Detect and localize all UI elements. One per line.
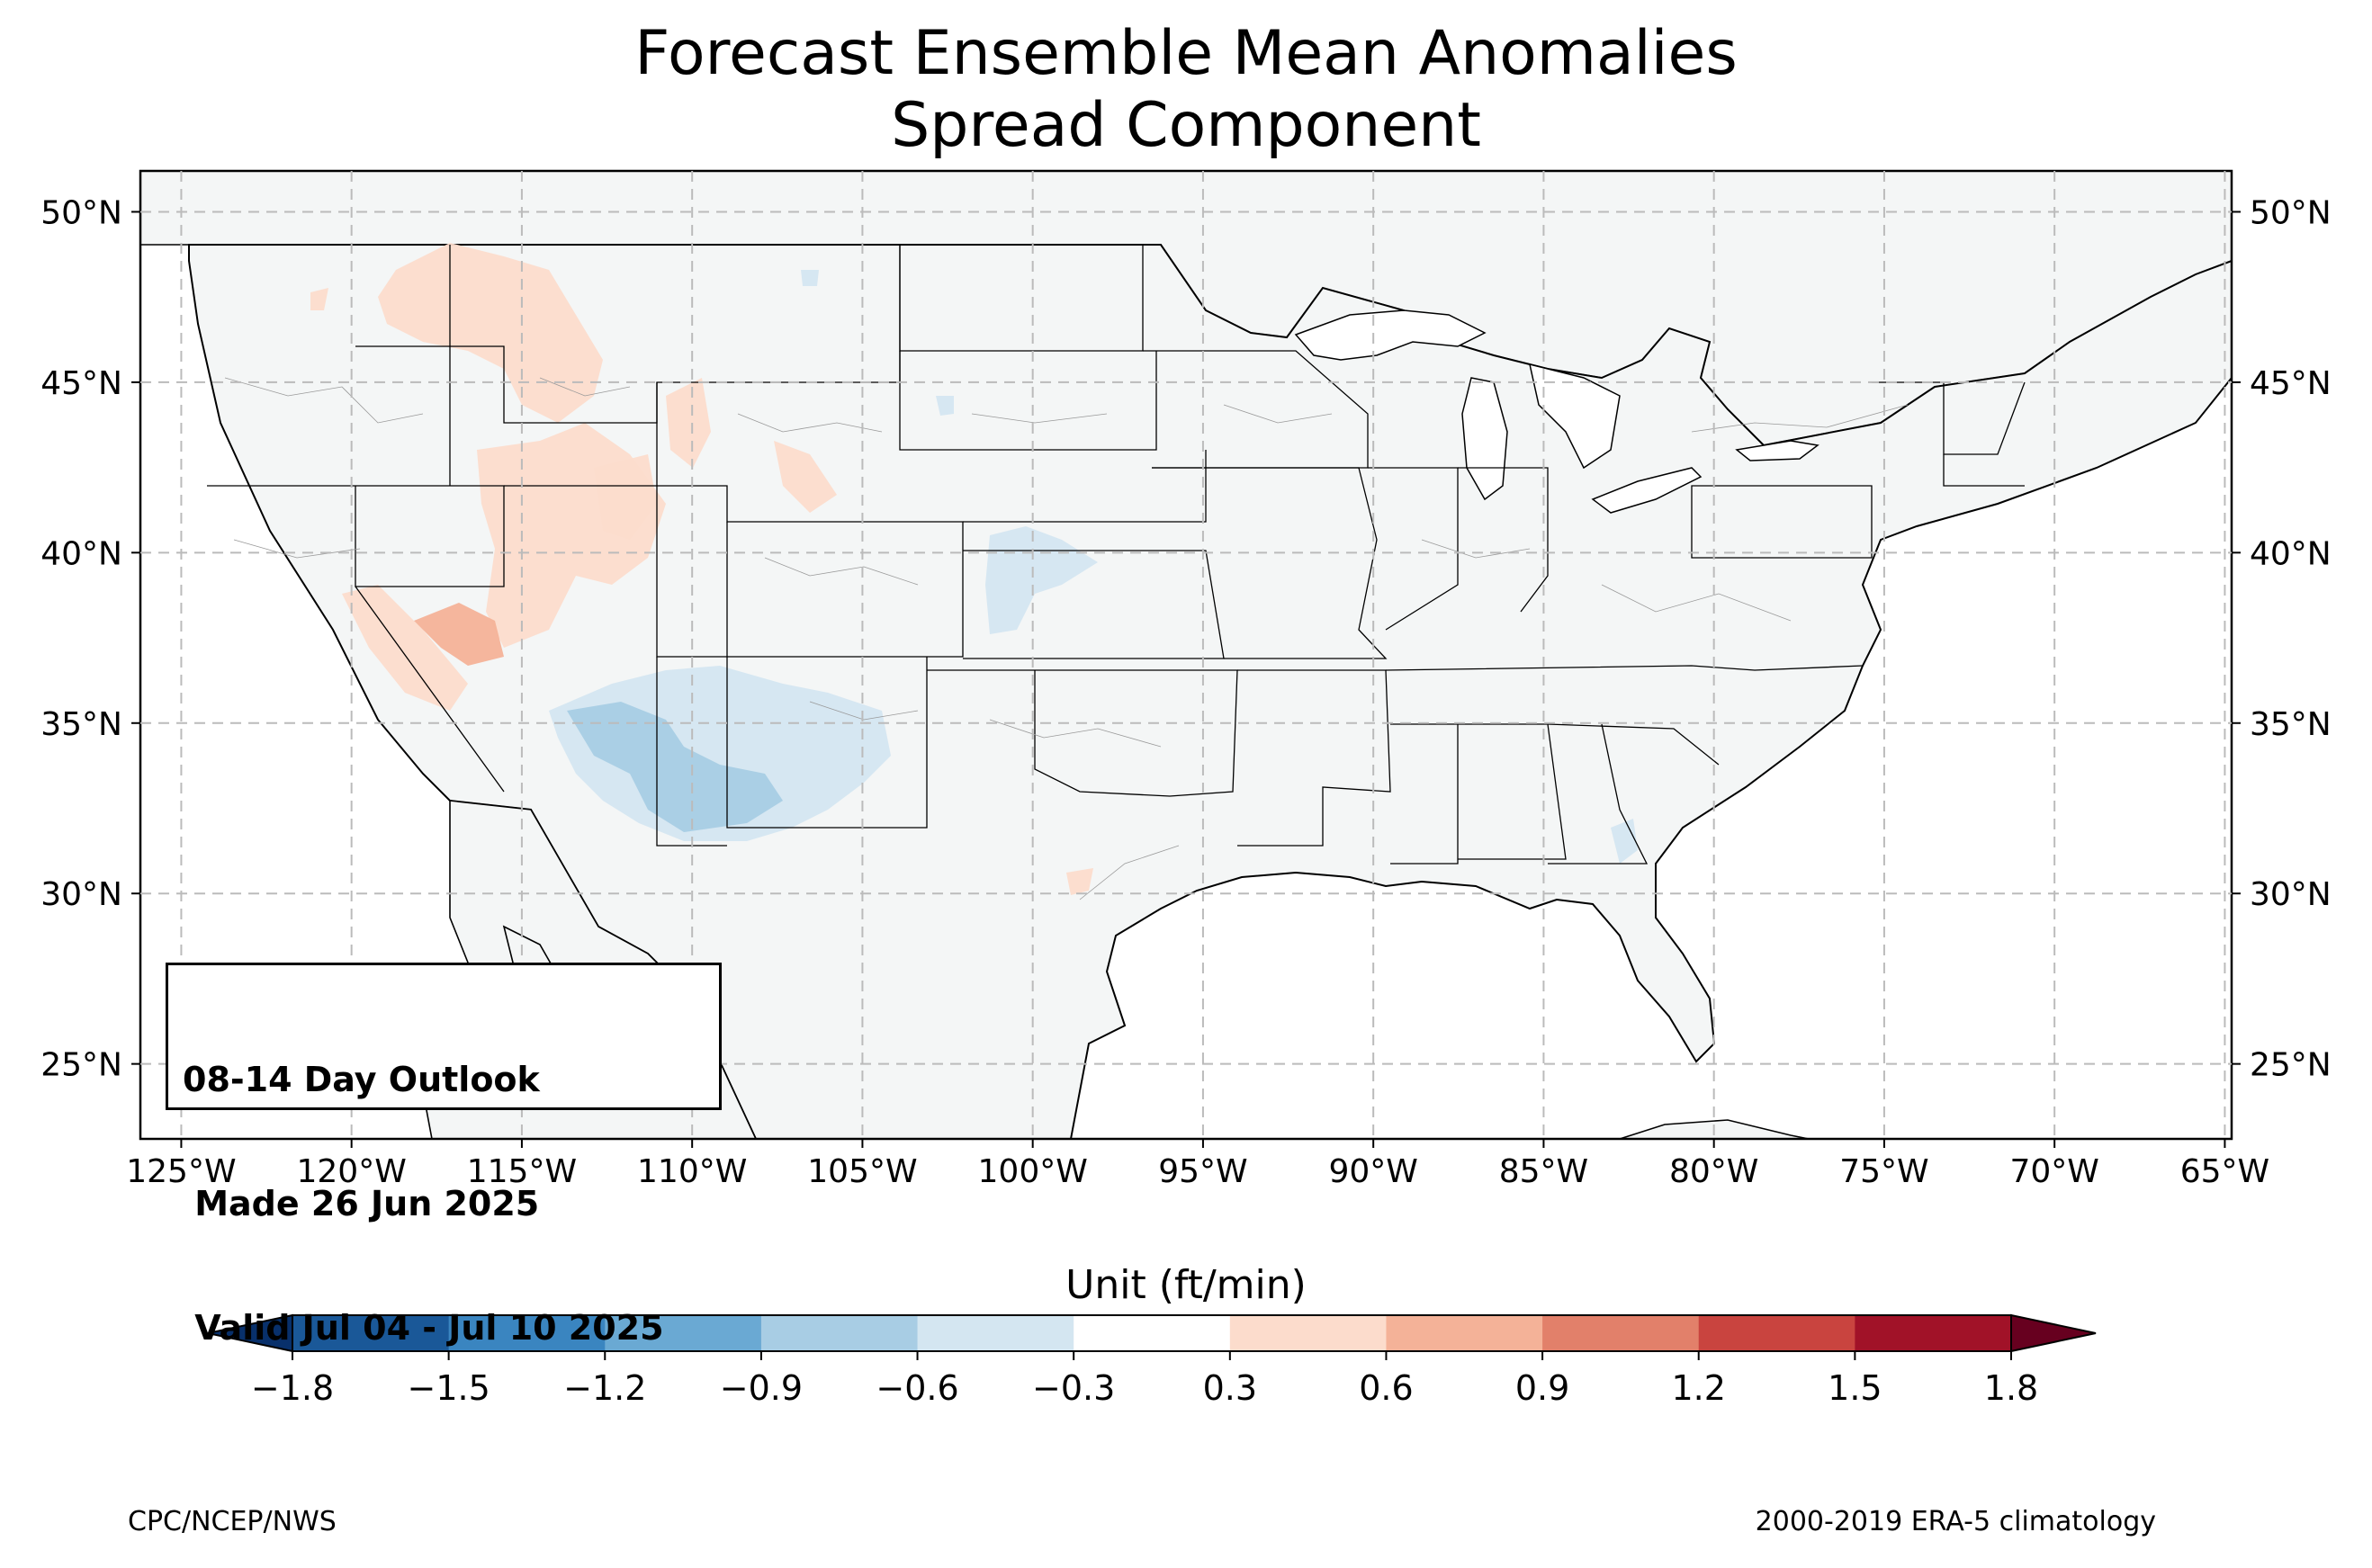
lon-tick-label: 75°W xyxy=(1839,1153,1928,1190)
colorbar-segment xyxy=(760,1315,919,1351)
colorbar-tick-label: 0.9 xyxy=(1515,1368,1569,1408)
lat-tick-label-left: 40°N xyxy=(40,535,122,572)
colorbar-tick-label: 0.6 xyxy=(1359,1368,1413,1408)
anomaly-positive-low xyxy=(774,441,837,513)
colorbar-segment xyxy=(1542,1315,1700,1351)
lon-tick-label: 110°W xyxy=(637,1153,747,1190)
lat-tick-label-right: 35°N xyxy=(2250,706,2332,743)
colorbar-segment xyxy=(1698,1315,1855,1351)
lon-tick-label: 125°W xyxy=(126,1153,236,1190)
lat-tick-label-left: 45°N xyxy=(40,365,122,402)
colorbar-over-arrow xyxy=(2010,1313,2097,1353)
state-boundaries xyxy=(207,245,2026,865)
longitude-ticks: 125°W 120°W 115°W 110°W 105°W 100°W 95°W 90°W 85… xyxy=(126,1139,2269,1190)
colorbar-tick-label: −0.6 xyxy=(876,1368,958,1408)
lon-tick-label: 120°W xyxy=(297,1153,407,1190)
lon-tick-label: 100°W xyxy=(978,1153,1088,1190)
anomaly-positive-low xyxy=(342,585,468,711)
lon-tick-label: 80°W xyxy=(1669,1153,1758,1190)
lake-superior xyxy=(1294,309,1487,361)
colorbar-segment xyxy=(917,1315,1074,1351)
lat-tick-label-right: 30°N xyxy=(2250,876,2332,913)
colorbar-segment xyxy=(448,1315,606,1351)
anomaly-negative-low xyxy=(1611,819,1638,864)
colorbar-segment xyxy=(1386,1315,1543,1351)
footer-climatology: 2000-2019 ERA-5 climatology xyxy=(1755,1506,2156,1537)
colorbar-tick-label: −0.9 xyxy=(720,1368,803,1408)
colorbar-segment xyxy=(1229,1315,1387,1351)
lat-tick-label-left: 50°N xyxy=(40,194,122,231)
latitude-ticks: 50°N 50°N 45°N 45°N 40°N 40°N 35°N 35°N 30°N 30°N… xyxy=(40,194,2332,1083)
lake-erie xyxy=(1591,467,1703,514)
lat-tick-label-right: 50°N xyxy=(2250,194,2332,231)
lat-tick-label-left: 25°N xyxy=(40,1047,122,1084)
lake-ontario xyxy=(1735,440,1819,461)
colorbar-tick-label: −0.3 xyxy=(1032,1368,1115,1408)
colorbar-segment xyxy=(1855,1315,2012,1351)
anomaly-positive-low xyxy=(1066,868,1093,895)
lon-tick-label: 85°W xyxy=(1499,1153,1588,1190)
anomaly-positive-low xyxy=(310,288,328,310)
lon-tick-label: 105°W xyxy=(807,1153,917,1190)
lat-tick-label-left: 30°N xyxy=(40,876,122,913)
outlook-made-date: Made 26 Jun 2025 xyxy=(183,1184,540,1223)
anomaly-shading xyxy=(310,243,1638,895)
lon-tick-label: 70°W xyxy=(2009,1153,2098,1190)
colorbar-tick-label: −1.2 xyxy=(563,1368,646,1408)
anomaly-negative-low xyxy=(801,270,819,286)
outlook-valid-range: Valid Jul 04 - Jul 10 2025 xyxy=(183,1308,664,1348)
lon-tick-label: 95°W xyxy=(1158,1153,1247,1190)
colorbar-label: Unit (ft/min) xyxy=(1065,1262,1307,1308)
lat-tick-label-left: 35°N xyxy=(40,706,122,743)
lat-tick-label-right: 25°N xyxy=(2250,1047,2332,1084)
outlook-info-box: 08-14 Day Outlook Made 26 Jun 2025 Valid… xyxy=(166,963,722,1348)
anomaly-positive-low xyxy=(594,454,657,540)
lake-michigan xyxy=(1461,377,1508,501)
outlook-title: 08-14 Day Outlook xyxy=(183,1060,540,1099)
anomaly-negative-low xyxy=(936,396,954,416)
county-lines xyxy=(224,377,1909,900)
map-title: Forecast Ensemble Mean Anomalies xyxy=(634,18,1738,89)
colorbar-tick-label: 1.5 xyxy=(1828,1368,1882,1408)
footer-source: CPC/NCEP/NWS xyxy=(128,1506,337,1537)
lat-tick-label-right: 40°N xyxy=(2250,535,2332,572)
map-subtitle: Spread Component xyxy=(891,90,1481,161)
anomaly-positive-mid xyxy=(414,603,504,666)
anomaly-positive-low xyxy=(666,378,711,468)
colorbar-segment xyxy=(1074,1315,1231,1351)
lon-tick-label: 90°W xyxy=(1328,1153,1417,1190)
colorbar-segment xyxy=(292,1315,450,1351)
colorbar-outline xyxy=(292,1314,2012,1352)
colorbar-tick-label: −1.8 xyxy=(251,1368,334,1408)
colorbar-tick-label: 1.8 xyxy=(1984,1368,2038,1408)
colorbar-tick-label: −1.5 xyxy=(407,1368,490,1408)
colorbar-segment xyxy=(605,1315,762,1351)
lon-tick-label: 65°W xyxy=(2180,1153,2269,1190)
colorbar: −1.8 −1.5 −1.2 −0.9 −0.6 −0.3 0.3 0.6 0.9 1.2 1.5 1… xyxy=(207,1313,2097,1408)
lon-tick-label: 115°W xyxy=(467,1153,577,1190)
colorbar-tick-label: 0.3 xyxy=(1203,1368,1257,1408)
colorbar-tick-label: 1.2 xyxy=(1672,1368,1726,1408)
anomaly-negative-mid xyxy=(567,702,783,832)
map-gridlines xyxy=(140,171,2232,1139)
anomaly-positive-low xyxy=(378,243,603,423)
lat-tick-label-right: 45°N xyxy=(2250,365,2332,402)
map-frame xyxy=(139,169,2233,1141)
